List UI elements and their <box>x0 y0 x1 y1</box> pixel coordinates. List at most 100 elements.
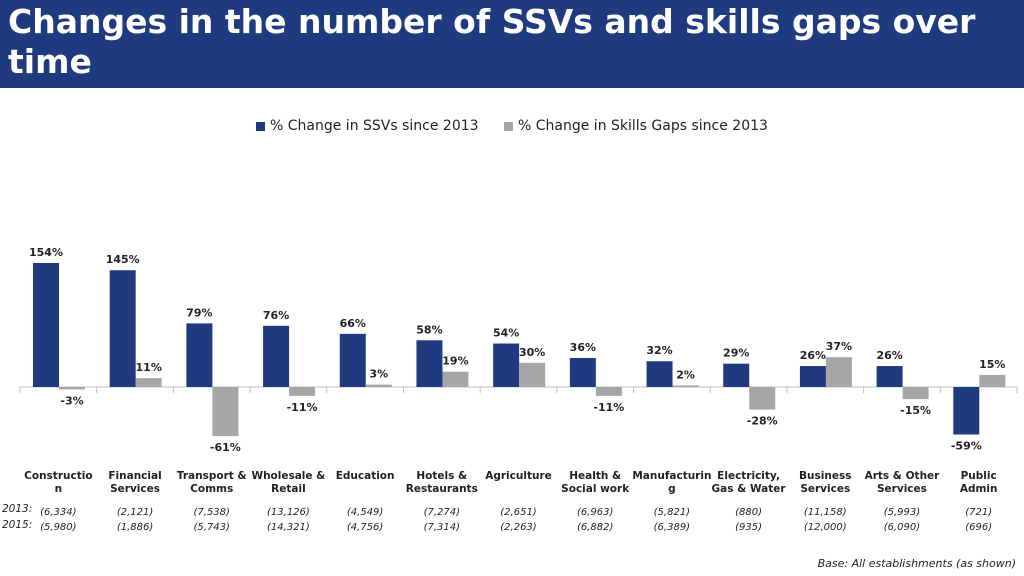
category-label: Business <box>799 470 851 482</box>
skills-gap-bar <box>59 387 85 390</box>
skills-gap-bar <box>289 387 316 396</box>
base-2013: (7,274) <box>424 507 460 518</box>
category-label: Social work <box>561 483 630 495</box>
skills-gap-bar <box>672 385 699 387</box>
category-label: Financial <box>108 470 161 482</box>
ssv-bar <box>799 366 826 387</box>
ssv-bar <box>953 387 980 435</box>
base-2013: (13,126) <box>267 507 310 518</box>
skills-gap-bar <box>365 384 392 387</box>
category-label: Hotels & <box>416 470 467 482</box>
skills-gap-data-label: 15% <box>979 358 1005 371</box>
skills-gap-data-label: 11% <box>136 361 162 374</box>
base-2013: (4,549) <box>347 507 383 518</box>
legend-swatch-gaps <box>504 121 513 131</box>
base-footnote: Base: All establishments (as shown) <box>817 557 1016 570</box>
skills-gap-bar <box>595 387 622 396</box>
base-2013: (7,538) <box>194 507 230 518</box>
ssv-data-label: 32% <box>646 344 672 357</box>
category-label: Public <box>961 470 997 482</box>
base-2015: (696) <box>965 522 992 533</box>
base-2015: (935) <box>735 522 762 533</box>
category-label: Gas & Water <box>712 483 787 495</box>
ssv-bar <box>876 366 903 387</box>
title-bar: Changes in the number of SSVs and skills… <box>0 0 1024 88</box>
ssv-data-label: 79% <box>186 306 212 319</box>
base-2013: (5,993) <box>884 507 920 518</box>
legend-label-ssv: % Change in SSVs since 2013 <box>270 118 479 134</box>
ssv-bar <box>493 343 520 387</box>
ssv-data-label: 26% <box>876 349 902 362</box>
ssv-data-label: 66% <box>340 317 366 330</box>
chart-legend: % Change in SSVs since 2013 % Change in … <box>0 118 1024 138</box>
ssv-bar <box>646 361 673 387</box>
category-label: Services <box>110 483 160 495</box>
ssv-data-label: 29% <box>723 347 749 360</box>
row-label-2015: 2015: <box>2 519 33 531</box>
base-2015: (2,263) <box>500 522 536 533</box>
legend-item-gaps: % Change in Skills Gaps since 2013 <box>504 118 768 134</box>
base-2015: (6,090) <box>884 522 920 533</box>
category-label: n <box>55 483 62 495</box>
legend-swatch-ssv <box>256 121 265 131</box>
ssv-bar <box>339 333 366 387</box>
ssv-bar <box>416 340 443 387</box>
category-label: Restaurants <box>406 483 478 495</box>
base-2015: (14,321) <box>267 522 310 533</box>
ssv-data-label: 154% <box>29 246 63 259</box>
ssv-bar <box>109 270 136 387</box>
page-title: Changes in the number of SSVs and skills… <box>8 2 976 81</box>
skills-gap-data-label: -11% <box>593 401 624 414</box>
base-2015: (5,743) <box>194 522 230 533</box>
ssv-bar <box>186 323 213 387</box>
skills-gap-data-label: 2% <box>676 368 695 381</box>
category-label: Manufacturin <box>632 470 711 482</box>
base-2015: (1,886) <box>117 522 153 533</box>
ssv-data-label: 26% <box>800 349 826 362</box>
base-2013: (721) <box>965 507 992 518</box>
ssv-data-label: 58% <box>416 323 442 336</box>
category-label: Constructio <box>24 470 92 482</box>
category-label: Admin <box>960 483 998 495</box>
category-label: Education <box>336 470 395 482</box>
base-2013: (6,334) <box>40 507 76 518</box>
category-label: Electricity, <box>717 470 780 482</box>
base-2015: (5,980) <box>40 522 76 533</box>
skills-gap-bar <box>979 374 1006 387</box>
category-label: Retail <box>271 483 306 495</box>
category-label: Arts & Other <box>865 470 941 482</box>
ssv-data-label: 145% <box>106 253 140 266</box>
base-2015: (6,389) <box>654 522 690 533</box>
skills-gap-data-label: 30% <box>519 346 545 359</box>
base-2013: (880) <box>735 507 762 518</box>
skills-gap-data-label: -61% <box>210 441 241 454</box>
skills-gap-bar <box>519 362 546 387</box>
category-label: Agriculture <box>485 470 552 482</box>
category-label: Transport & <box>177 470 247 482</box>
category-label: Wholesale & <box>251 470 325 482</box>
skills-gap-data-label: 3% <box>369 368 388 381</box>
base-2015: (7,314) <box>424 522 460 533</box>
skills-gap-data-label: 37% <box>826 340 852 353</box>
category-label: Health & <box>569 470 621 482</box>
base-2013: (2,651) <box>500 507 536 518</box>
category-label: Services <box>800 483 850 495</box>
base-2013: (5,821) <box>654 507 690 518</box>
ssv-bar <box>263 325 290 387</box>
skills-gap-bar <box>749 387 776 410</box>
row-label-2013: 2013: <box>2 503 33 515</box>
ssv-bar <box>569 358 596 387</box>
ssv-data-label: 36% <box>570 341 596 354</box>
skills-gap-data-label: -15% <box>900 404 931 417</box>
ssv-data-label: 54% <box>493 327 519 340</box>
ssv-data-label: 76% <box>263 309 289 322</box>
skills-gap-bar <box>135 378 162 387</box>
legend-item-ssv: % Change in SSVs since 2013 <box>256 118 479 134</box>
base-2015: (12,000) <box>804 522 847 533</box>
legend-label-gaps: % Change in Skills Gaps since 2013 <box>518 118 768 134</box>
skills-gap-data-label: -28% <box>747 415 778 428</box>
category-label: g <box>668 483 676 495</box>
skills-gap-bar <box>902 387 929 400</box>
skills-gap-bar <box>442 371 469 387</box>
